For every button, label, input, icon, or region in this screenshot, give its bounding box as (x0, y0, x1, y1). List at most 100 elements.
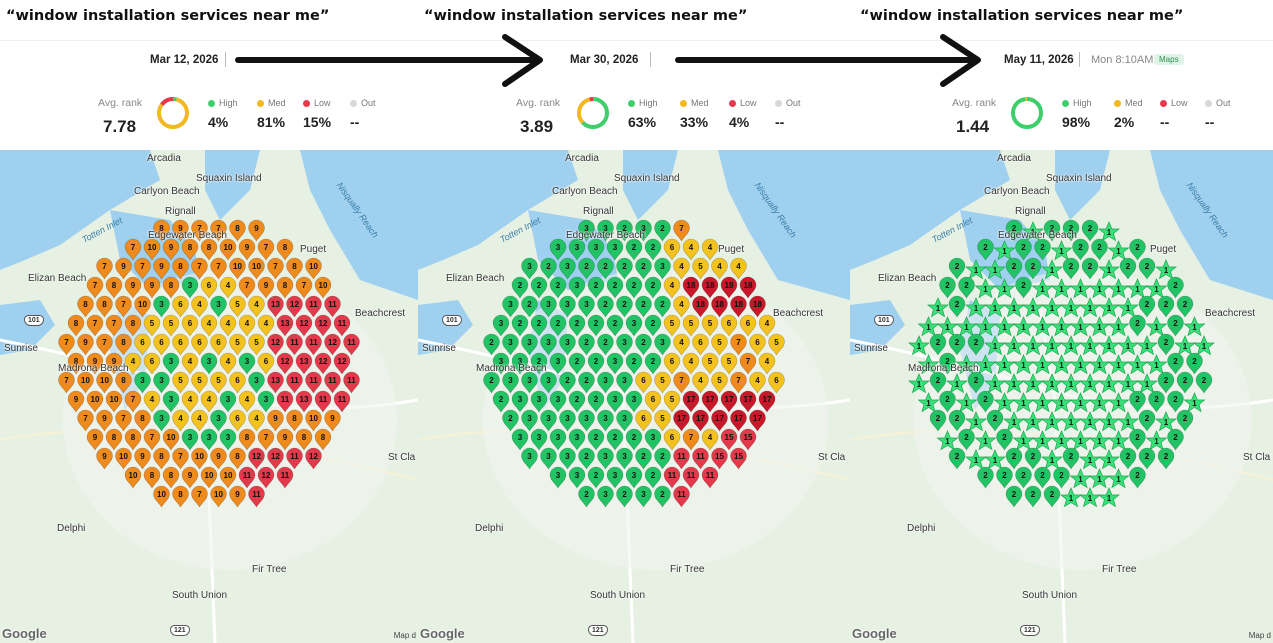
rank-pin[interactable]: 3 (597, 219, 614, 242)
rank-pin[interactable]: 3 (568, 238, 586, 261)
rank-pin[interactable]: 8 (143, 466, 161, 489)
rank-pin[interactable]: 2 (1015, 238, 1032, 261)
rank-pin[interactable]: 1 (1117, 373, 1139, 394)
rank-pin[interactable]: 3 (540, 295, 557, 318)
rank-pin[interactable]: 4 (248, 409, 265, 432)
geo-grid-map[interactable]: 8 9 7 7 8 9 7 10 9 8 8 10 9 7 8 7 9 7 9 8 7 7 10 10 7 8 10 7 8 9 9 8 3 6 4… (0, 150, 418, 643)
rank-pin[interactable]: 2 (502, 409, 519, 432)
rank-pin[interactable]: 2 (939, 352, 956, 375)
rank-pin[interactable]: 7 (238, 276, 256, 299)
rank-pin[interactable]: 2 (1043, 485, 1061, 508)
rank-pin[interactable]: 2 (1176, 295, 1194, 318)
rank-pin[interactable]: 2 (549, 276, 567, 299)
rank-pin[interactable]: 1 (1088, 354, 1111, 375)
rank-pin[interactable]: 1 (974, 316, 997, 337)
rank-pin[interactable]: 1 (1060, 373, 1082, 394)
rank-pin[interactable]: 13 (267, 295, 284, 318)
rank-pin[interactable]: 7 (124, 390, 142, 413)
rank-pin[interactable]: 10 (77, 371, 94, 394)
rank-pin[interactable]: 1 (1145, 430, 1168, 451)
rank-pin[interactable]: 1 (1088, 430, 1111, 451)
rank-pin[interactable]: 2 (1062, 257, 1080, 280)
rank-pin[interactable]: 2 (948, 295, 966, 318)
rank-pin[interactable]: 1 (1107, 278, 1130, 299)
rank-pin[interactable]: 3 (521, 333, 538, 356)
rank-pin[interactable]: 2 (587, 276, 605, 299)
rank-pin[interactable]: 11 (333, 390, 351, 413)
rank-pin[interactable]: 9 (115, 257, 132, 280)
rank-pin[interactable]: 3 (597, 409, 614, 432)
rank-pin[interactable]: 2 (1157, 295, 1175, 318)
rank-pin[interactable]: 1 (1183, 316, 1206, 337)
rank-pin[interactable]: 3 (530, 428, 548, 451)
rank-pin[interactable]: 1 (1041, 259, 1063, 280)
rank-pin[interactable]: 6 (663, 352, 681, 375)
rank-pin[interactable]: 2 (977, 238, 994, 261)
rank-pin[interactable]: 3 (606, 390, 624, 413)
rank-pin[interactable]: 1 (1041, 449, 1063, 470)
rank-pin[interactable]: 8 (134, 409, 151, 432)
rank-pin[interactable]: 1 (955, 316, 978, 337)
rank-pin[interactable]: 11 (701, 466, 719, 489)
rank-pin[interactable]: 13 (295, 390, 313, 413)
rank-pin[interactable]: 1 (1117, 335, 1139, 356)
rank-pin[interactable]: 3 (162, 352, 180, 375)
rank-pin[interactable]: 2 (511, 276, 529, 299)
rank-pin[interactable]: 1 (917, 316, 940, 337)
rank-pin[interactable]: 9 (134, 447, 151, 470)
rank-pin[interactable]: 2 (625, 276, 643, 299)
rank-pin[interactable]: 2 (996, 428, 1013, 451)
rank-pin[interactable]: 1 (1041, 297, 1063, 318)
rank-pin[interactable]: 9 (248, 219, 265, 242)
rank-pin[interactable]: 5 (692, 257, 709, 280)
rank-pin[interactable]: 3 (568, 276, 586, 299)
rank-pin[interactable]: 8 (229, 219, 246, 242)
rank-pin[interactable]: 3 (549, 238, 567, 261)
rank-pin[interactable]: 10 (143, 238, 161, 261)
rank-pin[interactable]: 1 (1098, 259, 1120, 280)
rank-pin[interactable]: 1 (993, 392, 1016, 413)
rank-pin[interactable]: 2 (929, 409, 947, 432)
rank-pin[interactable]: 3 (578, 295, 595, 318)
rank-pin[interactable]: 1 (974, 278, 997, 299)
rank-pin[interactable]: 2 (568, 352, 586, 375)
rank-pin[interactable]: 6 (200, 276, 218, 299)
rank-pin[interactable]: 7 (172, 447, 189, 470)
rank-pin[interactable]: 5 (191, 371, 208, 394)
rank-pin[interactable]: 2 (549, 314, 567, 337)
rank-pin[interactable]: 2 (616, 257, 633, 280)
rank-pin[interactable]: 10 (200, 466, 218, 489)
rank-pin[interactable]: 3 (219, 390, 237, 413)
rank-pin[interactable]: 1 (1088, 316, 1111, 337)
rank-pin[interactable]: 1 (984, 449, 1006, 470)
rank-pin[interactable]: 13 (267, 371, 284, 394)
rank-pin[interactable]: 1 (1060, 487, 1082, 508)
rank-pin[interactable]: 3 (587, 238, 605, 261)
rank-pin[interactable]: 2 (1081, 257, 1099, 280)
rank-pin[interactable]: 8 (314, 428, 332, 451)
rank-pin[interactable]: 10 (124, 466, 142, 489)
rank-pin[interactable]: 5 (210, 371, 227, 394)
rank-pin[interactable]: 2 (1148, 390, 1165, 413)
rank-pin[interactable]: 9 (229, 485, 246, 508)
rank-pin[interactable]: 2 (939, 276, 956, 299)
rank-pin[interactable]: 2 (1138, 295, 1156, 318)
rank-pin[interactable]: 17 (720, 390, 738, 413)
rank-pin[interactable]: 17 (682, 390, 700, 413)
rank-pin[interactable]: 2 (967, 371, 985, 394)
rank-pin[interactable]: 3 (134, 371, 151, 394)
rank-pin[interactable]: 2 (616, 295, 633, 318)
rank-pin[interactable]: 9 (143, 276, 161, 299)
rank-pin[interactable]: 7 (105, 314, 123, 337)
rank-pin[interactable]: 3 (597, 447, 614, 470)
rank-pin[interactable]: 9 (210, 447, 227, 470)
rank-pin[interactable]: 7 (77, 409, 94, 432)
rank-pin[interactable]: 1 (1107, 240, 1130, 261)
rank-pin[interactable]: 4 (682, 238, 700, 261)
rank-pin[interactable]: 4 (730, 257, 747, 280)
rank-pin[interactable]: 1 (1155, 411, 1177, 432)
rank-pin[interactable]: 3 (257, 390, 275, 413)
rank-pin[interactable]: 17 (701, 390, 719, 413)
rank-pin[interactable]: 2 (616, 219, 633, 242)
